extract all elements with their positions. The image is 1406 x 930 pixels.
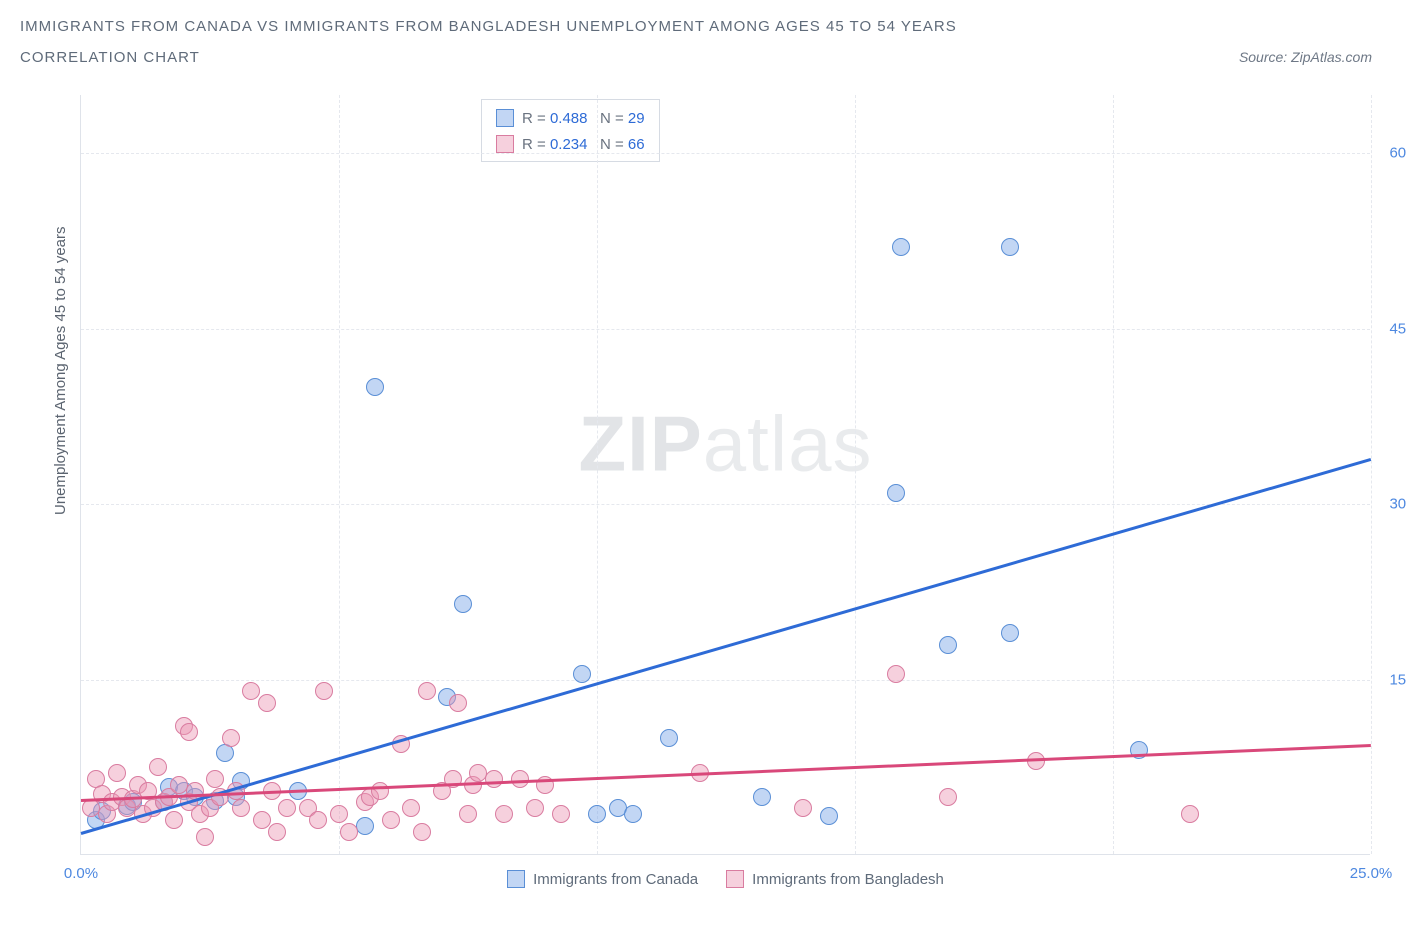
data-point	[939, 636, 957, 654]
data-point	[196, 828, 214, 846]
chart-title-line2: CORRELATION CHART	[20, 49, 200, 66]
data-point	[180, 723, 198, 741]
y-tick-label: 30.0%	[1374, 496, 1406, 513]
r-value: 0.234	[550, 136, 588, 153]
data-point	[552, 805, 570, 823]
data-point	[939, 788, 957, 806]
data-point	[206, 770, 224, 788]
data-point	[495, 805, 513, 823]
gridline-vertical	[855, 95, 856, 854]
r-value: 0.488	[550, 110, 588, 127]
gridline-horizontal	[81, 329, 1370, 330]
n-value: 66	[628, 136, 645, 153]
trend-line	[81, 458, 1372, 835]
data-point	[149, 758, 167, 776]
n-label: N =	[587, 136, 627, 153]
data-point	[108, 764, 126, 782]
bottom-legend-item: Immigrants from Canada	[507, 870, 698, 888]
data-point	[1181, 805, 1199, 823]
gridline-vertical	[1371, 95, 1372, 854]
gridline-vertical	[1113, 95, 1114, 854]
legend-label: Immigrants from Bangladesh	[752, 871, 944, 888]
gridline-horizontal	[81, 504, 1370, 505]
r-label: R =	[522, 110, 550, 127]
data-point	[459, 805, 477, 823]
data-point	[222, 729, 240, 747]
n-label: N =	[587, 110, 627, 127]
data-point	[794, 799, 812, 817]
y-tick-label: 45.0%	[1374, 320, 1406, 337]
data-point	[887, 484, 905, 502]
x-tick-label: 0.0%	[64, 865, 98, 882]
data-point	[511, 770, 529, 788]
legend-swatch-icon	[496, 135, 514, 153]
legend-swatch-icon	[507, 870, 525, 888]
data-point	[278, 799, 296, 817]
data-point	[253, 811, 271, 829]
data-point	[371, 782, 389, 800]
legend-label: Immigrants from Canada	[533, 871, 698, 888]
data-point	[382, 811, 400, 829]
data-point	[1001, 238, 1019, 256]
data-point	[356, 817, 374, 835]
data-point	[232, 799, 250, 817]
watermark: ZIPatlas	[578, 399, 872, 490]
legend-swatch-icon	[496, 109, 514, 127]
chart-header: IMMIGRANTS FROM CANADA VS IMMIGRANTS FRO…	[0, 0, 1406, 70]
gridline-vertical	[339, 95, 340, 854]
data-point	[402, 799, 420, 817]
stats-legend-row: R = 0.488 N = 29	[496, 106, 645, 132]
bottom-legend: Immigrants from Canada Immigrants from Ba…	[81, 870, 1370, 888]
gridline-vertical	[597, 95, 598, 854]
trend-line	[81, 744, 1371, 802]
data-point	[887, 665, 905, 683]
data-point	[268, 823, 286, 841]
data-point	[418, 682, 436, 700]
data-point	[454, 595, 472, 613]
data-point	[892, 238, 910, 256]
data-point	[413, 823, 431, 841]
data-point	[309, 811, 327, 829]
data-point	[1001, 624, 1019, 642]
data-point	[485, 770, 503, 788]
legend-swatch-icon	[726, 870, 744, 888]
data-point	[449, 694, 467, 712]
bottom-legend-item: Immigrants from Bangladesh	[726, 870, 944, 888]
gridline-horizontal	[81, 680, 1370, 681]
data-point	[165, 811, 183, 829]
chart-title-line1: IMMIGRANTS FROM CANADA VS IMMIGRANTS FRO…	[20, 18, 1386, 35]
data-point	[753, 788, 771, 806]
plot-area: ZIPatlas R = 0.488 N = 29R = 0.234 N = 6…	[80, 95, 1370, 855]
y-axis-title: Unemployment Among Ages 45 to 54 years	[52, 226, 69, 515]
data-point	[588, 805, 606, 823]
data-point	[820, 807, 838, 825]
y-tick-label: 60.0%	[1374, 145, 1406, 162]
data-point	[660, 729, 678, 747]
data-point	[366, 378, 384, 396]
data-point	[573, 665, 591, 683]
gridline-horizontal	[81, 153, 1370, 154]
data-point	[526, 799, 544, 817]
r-label: R =	[522, 136, 550, 153]
data-point	[242, 682, 260, 700]
n-value: 29	[628, 110, 645, 127]
y-tick-label: 15.0%	[1374, 671, 1406, 688]
data-point	[258, 694, 276, 712]
chart-source: Source: ZipAtlas.com	[1239, 49, 1372, 65]
data-point	[315, 682, 333, 700]
data-point	[340, 823, 358, 841]
x-tick-label: 25.0%	[1350, 865, 1393, 882]
chart-container: Unemployment Among Ages 45 to 54 years Z…	[20, 95, 1386, 910]
data-point	[330, 805, 348, 823]
data-point	[624, 805, 642, 823]
